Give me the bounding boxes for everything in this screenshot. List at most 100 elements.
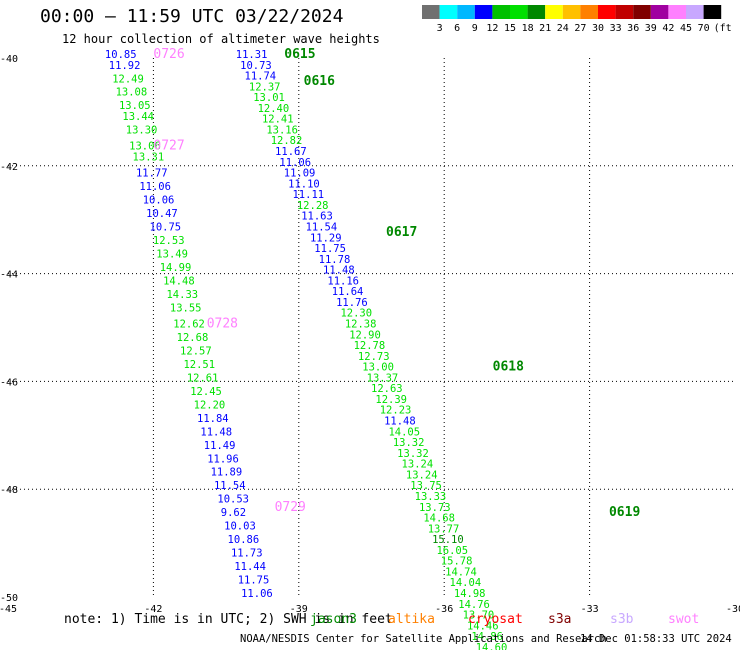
jason3-wave-height-point: 13.24 — [402, 459, 434, 471]
jason3-wave-height-point: 14.05 — [388, 426, 420, 438]
colorbar-tick-label: 27 — [574, 23, 586, 34]
x-tick-label: -36 — [435, 604, 453, 615]
jason3-wave-height-point: 11.54 — [306, 221, 338, 233]
jason3-wave-height-point: 12.40 — [258, 103, 290, 115]
jason3-wave-height-point: 12.39 — [375, 394, 407, 406]
swot-wave-height-point: 11.48 — [200, 426, 232, 438]
satellite-legend-altika: altika — [388, 612, 435, 627]
colorbar-swatch — [439, 5, 458, 19]
jason3-wave-height-point: 12.63 — [371, 383, 403, 395]
jason3-wave-height-point: 13.33 — [415, 491, 447, 503]
jason3-wave-height-point: 14.60 — [476, 642, 508, 650]
swot-wave-height-point: 14.48 — [163, 275, 195, 287]
footer-note: note: 1) Time is in UTC; 2) SWH is in fe… — [64, 612, 393, 627]
jason3-wave-height-point: 13.00 — [362, 362, 394, 374]
colorbar-tick-label: 39 — [645, 23, 657, 34]
jason3-wave-height-point: 12.78 — [354, 340, 386, 352]
jason3-wave-height-point: 14.76 — [458, 599, 490, 611]
jason3-wave-height-point: 13.32 — [397, 448, 429, 460]
jason3-wave-height-point: 11.48 — [323, 265, 355, 277]
colorbar-swatch — [492, 5, 510, 19]
swot-wave-height-point: 12.53 — [153, 235, 185, 247]
jason3-track-time-label: 0615 — [284, 47, 315, 62]
colorbar-swatch — [474, 5, 493, 19]
swot-wave-height-point: 13.05 — [119, 100, 151, 112]
jason3-wave-height-point: 13.16 — [266, 124, 298, 136]
jason3-wave-height-point: 12.37 — [249, 81, 281, 93]
chart-subtitle: 12 hour collection of altimeter wave hei… — [62, 32, 380, 46]
jason3-wave-height-point: 11.29 — [310, 232, 342, 244]
colorbar-swatch — [703, 5, 722, 19]
swot-wave-height-point: 11.77 — [136, 168, 168, 180]
colorbar-swatch — [633, 5, 651, 19]
credit-line: NOAA/NESDIS Center for Satellite Applica… — [240, 633, 607, 645]
colorbar-tick-label: 36 — [627, 23, 639, 34]
swot-wave-height-point: 11.73 — [231, 548, 263, 560]
colorbar-tick-label: 9 — [472, 23, 478, 34]
swot-wave-height-point: 12.68 — [177, 332, 209, 344]
jason3-track-time-label: 0616 — [304, 74, 335, 89]
swot-wave-height-point: 13.06 — [129, 141, 161, 153]
jason3-wave-height-point: 16.05 — [436, 545, 468, 557]
jason3-wave-height-point: 14.98 — [454, 588, 486, 600]
jason3-wave-height-point: 13.37 — [367, 372, 399, 384]
colorbar-swatch — [598, 5, 616, 19]
swot-wave-height-point: 11.54 — [214, 480, 246, 492]
jason3-wave-height-point: 14.74 — [445, 566, 477, 578]
swot-wave-height-point: 12.51 — [183, 359, 215, 371]
colorbar-tick-label: 18 — [522, 23, 534, 34]
jason3-wave-height-point: 12.28 — [297, 200, 329, 212]
colorbar-swatch — [457, 5, 475, 19]
swot-wave-height-point: 10.03 — [224, 521, 256, 533]
x-tick-label: -42 — [144, 604, 162, 615]
colorbar-swatch — [580, 5, 598, 19]
jason3-wave-height-point: 13.75 — [410, 480, 442, 492]
jason3-wave-height-point: 14.86 — [471, 631, 503, 643]
swot-wave-height-point: 11.84 — [197, 413, 229, 425]
jason3-wave-height-point: 14.04 — [450, 577, 482, 589]
colorbar-swatch — [562, 5, 581, 19]
swot-wave-height-point: 11.96 — [207, 453, 239, 465]
jason3-wave-height-point: 11.09 — [284, 168, 316, 180]
jason3-wave-height-point: 14.68 — [423, 513, 455, 525]
satellite-legend-swot: swot — [668, 612, 700, 627]
colorbar-tick-label: 45 — [680, 23, 692, 34]
jason3-wave-height-point: 11.78 — [319, 254, 351, 266]
swot-wave-height-point: 13.44 — [122, 111, 154, 123]
swot-wave-height-point: 10.47 — [146, 208, 178, 220]
jason3-wave-height-point: 11.06 — [279, 157, 311, 169]
colorbar-swatch — [686, 5, 704, 19]
swot-track-time-label: 0729 — [275, 500, 306, 515]
x-tick-label: -30 — [726, 604, 740, 615]
jason3-wave-height-point: 15.10 — [432, 534, 464, 546]
colorbar-tick-label: 70 — [698, 23, 710, 34]
jason3-track-time-label: 0619 — [609, 505, 640, 520]
colorbar-swatch — [527, 5, 546, 19]
colorbar-tick-label: 42 — [662, 23, 674, 34]
y-tick-label: -46 — [0, 377, 18, 388]
chart-title: 00:00 – 11:59 UTC 03/22/2024 — [40, 6, 344, 27]
jason3-wave-height-point: 12.30 — [340, 308, 372, 320]
swot-wave-height-point: 11.49 — [204, 440, 236, 452]
swot-wave-height-point: 10.53 — [217, 494, 249, 506]
colorbar-swatch — [668, 5, 686, 19]
jason3-wave-height-point: 12.90 — [349, 329, 381, 341]
colorbar-tick-label: 6 — [454, 23, 460, 34]
colorbar-swatch — [650, 5, 669, 19]
y-tick-label: -48 — [0, 485, 18, 496]
jason3-wave-height-point: 13.01 — [253, 92, 285, 104]
swot-wave-height-point: 14.33 — [166, 289, 198, 301]
swot-wave-height-point: 10.86 — [228, 534, 260, 546]
jason3-wave-height-point: 11.75 — [314, 243, 346, 255]
satellite-legend-s3b: s3b — [610, 612, 634, 627]
colorbar-tick-label: 15 — [504, 23, 516, 34]
jason3-track-time-label: 0618 — [493, 360, 524, 375]
swot-wave-height-point: 13.30 — [126, 124, 158, 136]
jason3-wave-height-point: 11.63 — [301, 211, 333, 223]
colorbar-unit-label: (ft) — [714, 23, 732, 34]
swot-wave-height-point: 11.92 — [109, 60, 141, 72]
jason3-wave-height-point: 11.31 — [236, 49, 268, 61]
track-time-labels: 0726 0727 0728 0729 0615 0616 0617 0618 0619 — [153, 47, 640, 520]
